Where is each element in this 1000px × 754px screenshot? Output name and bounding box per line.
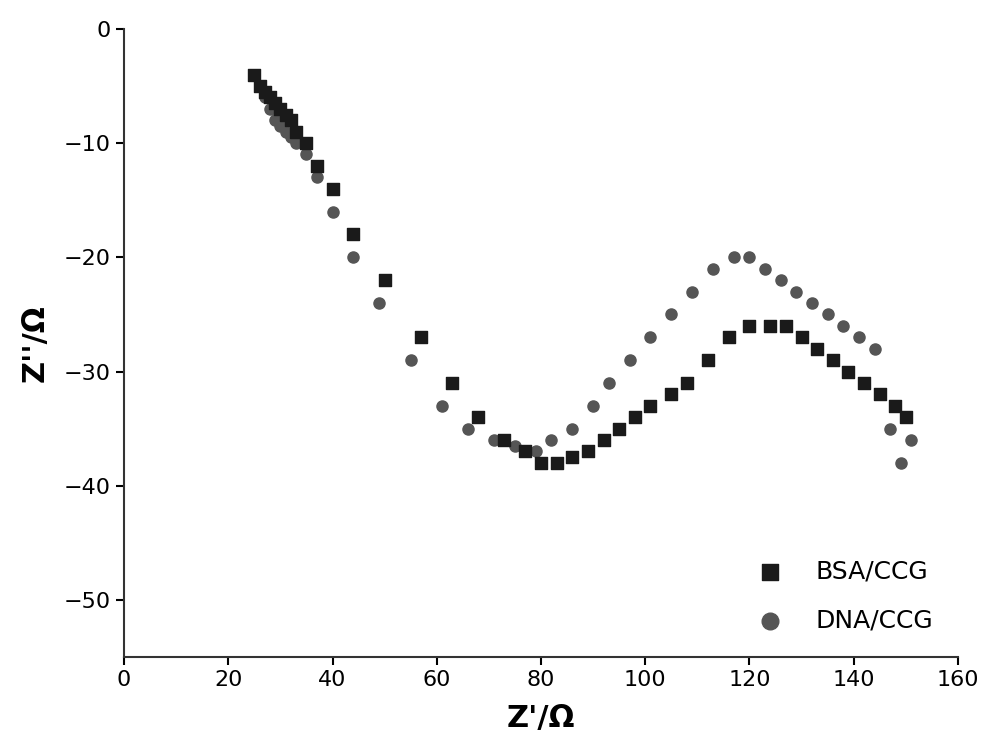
- DNA/CCG: [788, 286, 804, 298]
- BSA/CCG: [288, 126, 304, 138]
- DNA/CCG: [278, 126, 294, 138]
- DNA/CCG: [325, 206, 341, 218]
- BSA/CCG: [257, 86, 273, 98]
- DNA/CCG: [585, 400, 601, 412]
- DNA/CCG: [283, 131, 299, 143]
- DNA/CCG: [507, 440, 523, 452]
- DNA/CCG: [403, 354, 419, 366]
- BSA/CCG: [700, 354, 716, 366]
- DNA/CCG: [867, 342, 883, 354]
- DNA/CCG: [642, 331, 658, 343]
- BSA/CCG: [778, 320, 794, 332]
- DNA/CCG: [486, 434, 502, 446]
- DNA/CCG: [298, 149, 314, 161]
- DNA/CCG: [309, 171, 325, 183]
- BSA/CCG: [596, 434, 612, 446]
- DNA/CCG: [705, 262, 721, 274]
- DNA/CCG: [564, 422, 580, 434]
- BSA/CCG: [898, 411, 914, 423]
- BSA/CCG: [267, 97, 283, 109]
- BSA/CCG: [283, 114, 299, 126]
- DNA/CCG: [622, 354, 638, 366]
- BSA/CCG: [887, 400, 903, 412]
- DNA/CCG: [267, 114, 283, 126]
- DNA/CCG: [893, 457, 909, 469]
- DNA/CCG: [835, 320, 851, 332]
- DNA/CCG: [726, 251, 742, 263]
- BSA/CCG: [549, 457, 565, 469]
- BSA/CCG: [741, 320, 757, 332]
- BSA/CCG: [663, 388, 679, 400]
- DNA/CCG: [601, 377, 617, 389]
- DNA/CCG: [851, 331, 867, 343]
- BSA/CCG: [413, 331, 429, 343]
- DNA/CCG: [262, 103, 278, 115]
- BSA/CCG: [856, 377, 872, 389]
- DNA/CCG: [371, 297, 387, 309]
- BSA/CCG: [517, 446, 533, 458]
- BSA/CCG: [496, 434, 512, 446]
- BSA/CCG: [262, 91, 278, 103]
- BSA/CCG: [679, 377, 695, 389]
- BSA/CCG: [470, 411, 486, 423]
- BSA/CCG: [642, 400, 658, 412]
- DNA/CCG: [345, 251, 361, 263]
- BSA/CCG: [325, 182, 341, 195]
- BSA/CCG: [627, 411, 643, 423]
- DNA/CCG: [773, 274, 789, 287]
- DNA/CCG: [820, 308, 836, 320]
- DNA/CCG: [882, 422, 898, 434]
- BSA/CCG: [840, 366, 856, 378]
- DNA/CCG: [804, 297, 820, 309]
- DNA/CCG: [757, 262, 773, 274]
- BSA/CCG: [444, 377, 460, 389]
- X-axis label: Z'/Ω: Z'/Ω: [507, 704, 575, 733]
- Y-axis label: Z''/Ω: Z''/Ω: [21, 304, 50, 382]
- BSA/CCG: [298, 137, 314, 149]
- BSA/CCG: [721, 331, 737, 343]
- BSA/CCG: [825, 354, 841, 366]
- BSA/CCG: [794, 331, 810, 343]
- Legend: BSA/CCG, DNA/CCG: BSA/CCG, DNA/CCG: [733, 547, 945, 645]
- DNA/CCG: [528, 446, 544, 458]
- BSA/CCG: [762, 320, 778, 332]
- BSA/CCG: [377, 274, 393, 287]
- DNA/CCG: [288, 137, 304, 149]
- BSA/CCG: [872, 388, 888, 400]
- DNA/CCG: [460, 422, 476, 434]
- BSA/CCG: [252, 80, 268, 92]
- DNA/CCG: [252, 80, 268, 92]
- BSA/CCG: [345, 228, 361, 241]
- BSA/CCG: [611, 422, 627, 434]
- BSA/CCG: [309, 160, 325, 172]
- DNA/CCG: [272, 120, 288, 132]
- DNA/CCG: [741, 251, 757, 263]
- BSA/CCG: [246, 69, 262, 81]
- DNA/CCG: [684, 286, 700, 298]
- DNA/CCG: [257, 91, 273, 103]
- BSA/CCG: [533, 457, 549, 469]
- BSA/CCG: [272, 103, 288, 115]
- BSA/CCG: [809, 342, 825, 354]
- DNA/CCG: [903, 434, 919, 446]
- DNA/CCG: [434, 400, 450, 412]
- BSA/CCG: [564, 451, 580, 463]
- DNA/CCG: [246, 69, 262, 81]
- DNA/CCG: [663, 308, 679, 320]
- BSA/CCG: [278, 109, 294, 121]
- BSA/CCG: [580, 446, 596, 458]
- DNA/CCG: [543, 434, 559, 446]
